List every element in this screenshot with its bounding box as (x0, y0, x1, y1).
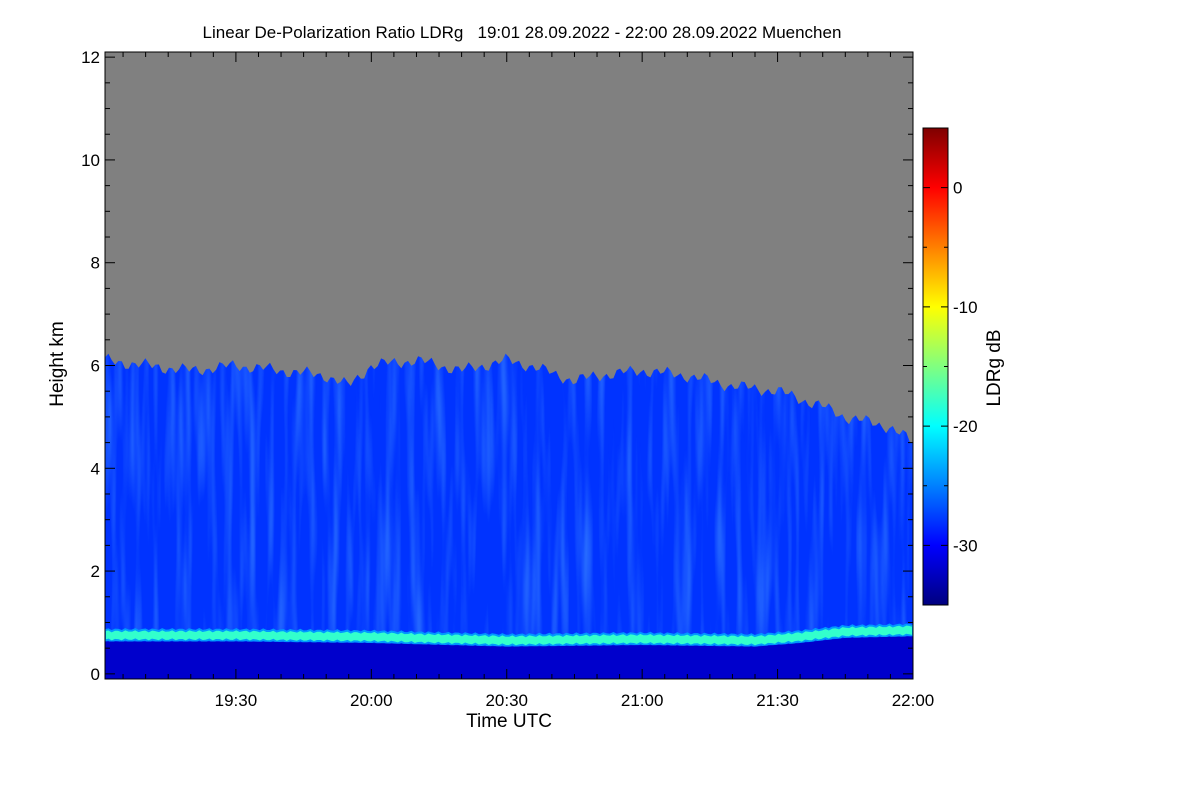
x-tick-label: 20:30 (485, 691, 528, 710)
y-axis-label: Height km (47, 321, 68, 407)
x-axis-label: Time UTC (466, 711, 552, 732)
cloud-streaks (105, 353, 913, 674)
y-tick-label: 12 (81, 48, 100, 67)
y-axis: 0 2 4 6 8 10 12 (81, 48, 913, 684)
colorbar-tick-label: 0 (953, 179, 962, 198)
chart-title: Linear De-Polarization Ratio LDRg 19:01 … (203, 23, 842, 42)
aerosol-layer (105, 623, 913, 648)
colorbar-ticks: 0 -10 -20 -30 (923, 127, 978, 606)
x-axis: 19:30 20:00 20:30 21:00 21:30 22:00 (122, 52, 935, 710)
x-tick-label: 19:30 (215, 691, 258, 710)
y-tick-label: 0 (91, 665, 100, 684)
x-tick-label: 20:00 (350, 691, 393, 710)
y-tick-label: 10 (81, 151, 100, 170)
y-tick-label: 2 (91, 562, 100, 581)
near-ground-region (105, 636, 913, 679)
x-tick-label: 21:30 (756, 691, 799, 710)
colorbar-tick-label: -20 (953, 417, 978, 436)
x-tick-label: 21:00 (621, 691, 664, 710)
colorbar-tick-label: -30 (953, 536, 978, 555)
y-tick-label: 4 (91, 459, 100, 478)
y-tick-label: 8 (91, 254, 100, 273)
colorbar-label: LDRg dB (984, 329, 1005, 406)
colorbar-tick-label: -10 (953, 298, 978, 317)
y-tick-label: 6 (91, 357, 100, 376)
x-tick-label: 22:00 (892, 691, 935, 710)
